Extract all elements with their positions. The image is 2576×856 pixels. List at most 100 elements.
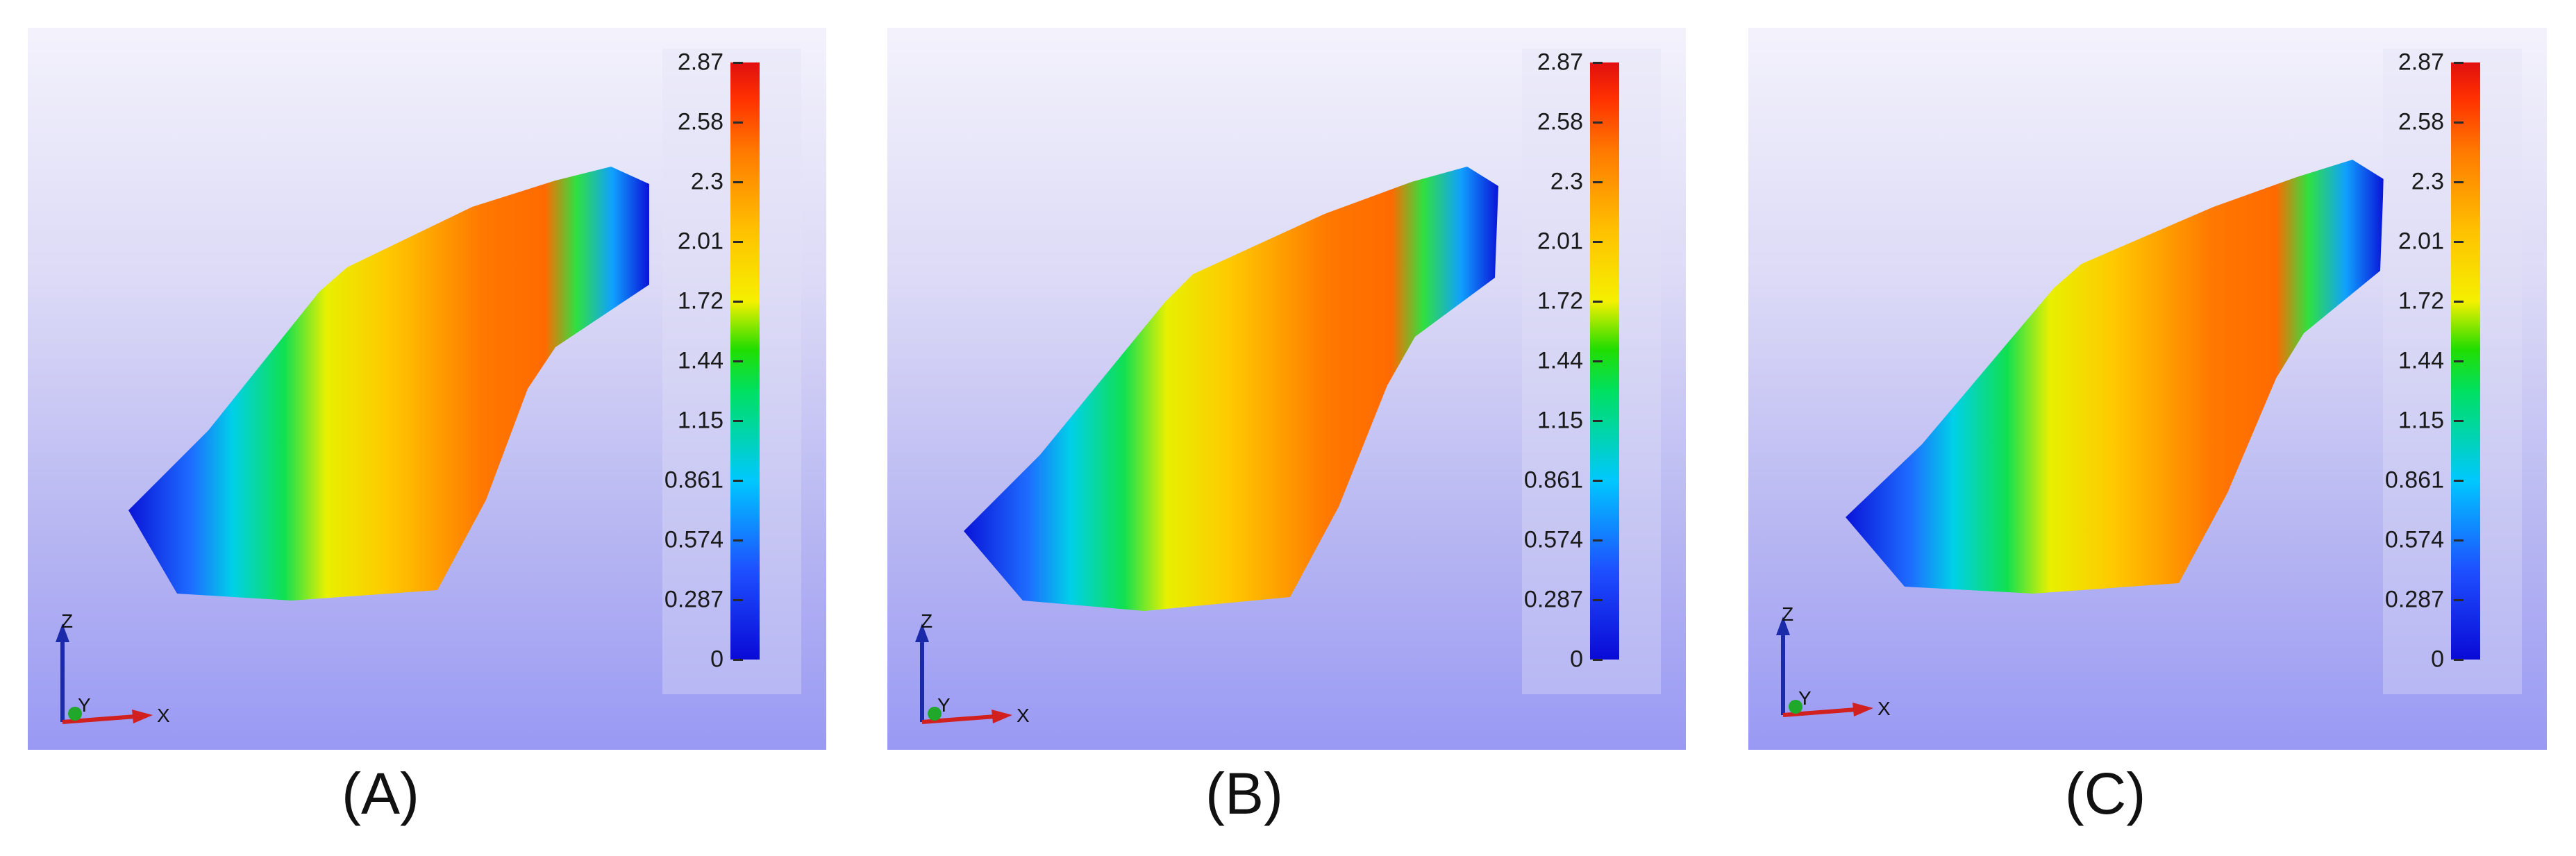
colorbar-tick: [1593, 360, 1603, 362]
colorbar-tick: [1593, 121, 1603, 124]
x-label: X: [1017, 705, 1030, 726]
z-arrow-icon: [1776, 616, 1790, 635]
colorbar-tick-label: 0.861: [2384, 467, 2444, 494]
shape-surface: [128, 167, 649, 601]
colorbar-tick: [733, 420, 743, 422]
shape-surface: [1846, 160, 2384, 594]
colorbar-tick: [2454, 480, 2464, 482]
colorbar-tick: [733, 121, 743, 124]
z-arrow-icon: [56, 623, 69, 642]
panel-b: 2.87 2.58 2.3 2.01 1.72 1.44 1.15 0.861 0.574 0.2…: [887, 28, 1686, 750]
y-axis-dot: [928, 707, 942, 721]
colorbar-tick: [733, 62, 743, 64]
y-axis-dot: [1789, 700, 1803, 714]
colorbar-tick: [733, 480, 743, 482]
colorbar-tick-label: 2.01: [677, 228, 724, 255]
colorbar-tick-label: 0.861: [1523, 467, 1583, 494]
x-arrow-icon: [1852, 703, 1873, 716]
colorbar-tick: [2454, 301, 2464, 303]
colorbar-tick-label: 0.861: [664, 467, 724, 494]
colorbar-tick: [733, 659, 743, 661]
z-label: Z: [61, 611, 73, 632]
colorbar-tick-label: 0.574: [664, 526, 724, 553]
colorbar-tick: [1593, 659, 1603, 661]
colorbar-tick-label: 1.44: [1537, 347, 1583, 374]
colorbar-tick-label: 0.574: [1523, 526, 1583, 553]
y-label: Y: [1798, 687, 1812, 709]
colorbar: 2.87 2.58 2.3 2.01 1.72 1.44 1.15 0.861 0.574 0.2…: [1522, 49, 1661, 694]
colorbar-tick: [2454, 420, 2464, 422]
z-arrow-icon: [915, 623, 929, 642]
colorbar-tick-label: 2.3: [690, 168, 724, 195]
colorbar-tick: [1593, 480, 1603, 482]
colorbar-tick: [2454, 62, 2464, 64]
colorbar-tick-label: 0.287: [664, 586, 724, 613]
axes-triad: Z Y X: [56, 611, 170, 726]
x-axis: [921, 714, 996, 724]
z-label: Z: [921, 611, 932, 632]
y-label: Y: [78, 694, 91, 716]
colorbar-tick: [733, 360, 743, 362]
colorbar: 2.87 2.58 2.3 2.01 1.72 1.44 1.15 0.861 0.574 0.2…: [2383, 49, 2522, 694]
panel-c: 2.87 2.58 2.3 2.01 1.72 1.44 1.15 0.861 0.574 0.2…: [1748, 28, 2547, 750]
panel-a: 2.87 2.58 2.3 2.01 1.72 1.44 1.15 0.861 0.574 0.2…: [28, 28, 826, 750]
colorbar-tick-label: 1.15: [2398, 407, 2444, 434]
colorbar-tick: [1593, 539, 1603, 542]
colorbar-tick-label: 2.58: [677, 108, 724, 135]
y-axis-dot: [68, 707, 82, 721]
colorbar-tick-label: 1.15: [1537, 407, 1583, 434]
axes-triad: Z Y X: [915, 611, 1030, 726]
colorbar-tick-label: 2.3: [1550, 168, 1583, 195]
x-arrow-icon: [992, 710, 1012, 723]
colorbar-tick-label: 2.3: [2411, 168, 2444, 195]
colorbar-tick-label: 2.58: [2398, 108, 2444, 135]
x-arrow-icon: [132, 710, 153, 723]
deformation-contour-plot: [128, 167, 649, 601]
colorbar-tick: [1593, 599, 1603, 601]
colorbar-tick-label: 1.44: [2398, 347, 2444, 374]
colorbar: 2.87 2.58 2.3 2.01 1.72 1.44 1.15 0.861 0.574 0.2…: [662, 49, 801, 694]
deformation-contour-plot: [1846, 160, 2384, 594]
colorbar-tick: [1593, 62, 1603, 64]
colorbar-tick-label: 2.87: [677, 49, 724, 76]
caption-a: (A): [342, 761, 419, 826]
colorbar-tick: [733, 241, 743, 243]
colorbar-tick-label: 1.72: [677, 287, 724, 314]
colorbar-tick-label: 2.87: [2398, 49, 2444, 76]
colorbar-tick: [2454, 599, 2464, 601]
x-axis: [62, 714, 136, 724]
colorbar-tick: [733, 539, 743, 542]
colorbar-tick-label: 0: [2431, 646, 2444, 673]
x-label: X: [1877, 698, 1891, 719]
colorbar-tick-label: 1.44: [677, 347, 724, 374]
colorbar-tick-label: 0.287: [1523, 586, 1583, 613]
colorbar-tick: [2454, 360, 2464, 362]
z-label: Z: [1782, 604, 1793, 625]
colorbar-tick: [1593, 420, 1603, 422]
colorbar-tick-label: 0.287: [2384, 586, 2444, 613]
colorbar-tick: [1593, 241, 1603, 243]
colorbar-tick: [1593, 301, 1603, 303]
colorbar-tick-label: 0.574: [2384, 526, 2444, 553]
colorbar-tick-label: 0: [710, 646, 724, 673]
x-axis: [1782, 707, 1857, 717]
caption-b: (B): [1205, 761, 1283, 826]
x-label: X: [157, 705, 170, 726]
colorbar-tick-label: 0: [1570, 646, 1583, 673]
colorbar-tick-label: 2.01: [1537, 228, 1583, 255]
colorbar-tick: [2454, 241, 2464, 243]
colorbar-tick: [1593, 181, 1603, 183]
colorbar-tick: [2454, 121, 2464, 124]
colorbar-tick-label: 2.01: [2398, 228, 2444, 255]
colorbar-tick-label: 2.87: [1537, 49, 1583, 76]
colorbar-tick: [2454, 659, 2464, 661]
colorbar-tick: [733, 181, 743, 183]
shape-surface: [964, 167, 1498, 611]
colorbar-tick: [733, 301, 743, 303]
colorbar-tick-label: 2.58: [1537, 108, 1583, 135]
colorbar-tick: [2454, 181, 2464, 183]
deformation-contour-plot: [964, 167, 1498, 611]
colorbar-tick-label: 1.72: [1537, 287, 1583, 314]
caption-c: (C): [2064, 761, 2146, 826]
colorbar-tick-label: 1.72: [2398, 287, 2444, 314]
